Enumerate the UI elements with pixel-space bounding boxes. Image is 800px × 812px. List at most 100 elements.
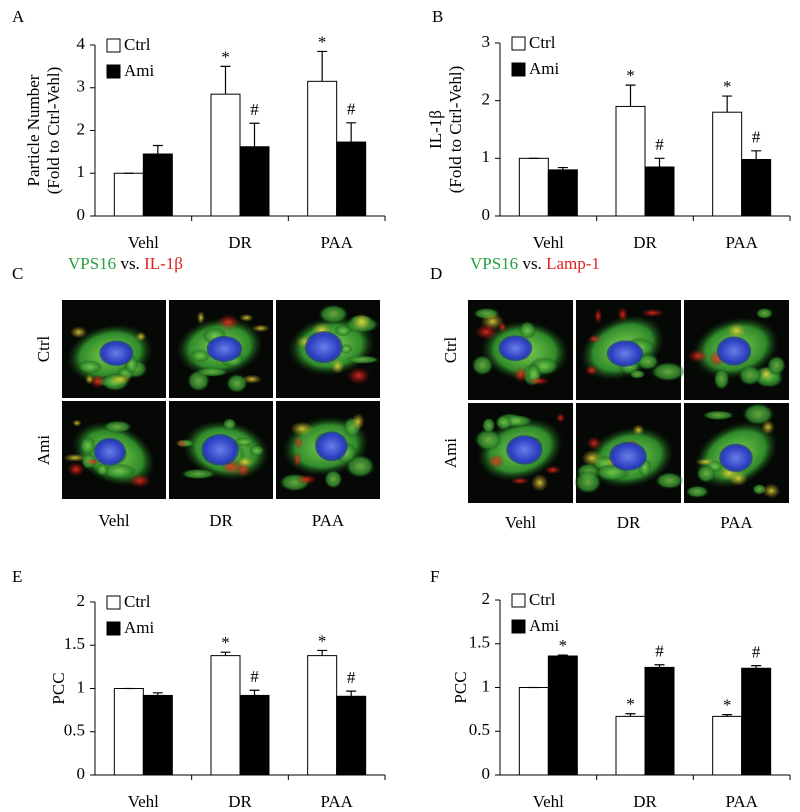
- puncta: [762, 483, 781, 499]
- puncta: [84, 374, 94, 385]
- significance-mark: *: [318, 631, 327, 650]
- y-tick-label: 2: [77, 591, 86, 610]
- cell-process: [324, 469, 343, 489]
- puncta: [290, 421, 314, 436]
- puncta: [632, 424, 645, 436]
- error-bar: [152, 144, 163, 155]
- error-bar: [220, 65, 231, 95]
- title-part: Lamp-1: [546, 254, 600, 273]
- x-tick-label: PAA: [320, 233, 353, 252]
- cell-process: [471, 354, 494, 376]
- cell-process: [755, 307, 774, 319]
- y-tick-label: 1: [482, 147, 491, 166]
- y-axis-label: PCC: [49, 672, 68, 704]
- puncta: [108, 374, 132, 385]
- legend-swatch: [511, 62, 526, 77]
- significance-mark: #: [347, 100, 356, 119]
- bar: [518, 157, 549, 217]
- error-bar: [317, 649, 328, 656]
- puncta: [251, 324, 270, 333]
- puncta: [581, 450, 603, 467]
- legend-swatch: [511, 593, 526, 608]
- nucleus: [93, 437, 126, 466]
- y-tick-label: 3: [482, 32, 491, 51]
- significance-mark: #: [752, 128, 761, 147]
- puncta: [474, 323, 498, 341]
- puncta: [72, 419, 82, 427]
- significance-mark: #: [347, 668, 356, 687]
- bar: [644, 666, 675, 776]
- nucleus: [206, 335, 243, 362]
- cell-process: [474, 428, 502, 451]
- error-bar: [346, 122, 357, 143]
- significance-mark: #: [655, 135, 664, 154]
- cell-process: [345, 355, 380, 364]
- nucleus: [609, 441, 647, 471]
- cell-process: [518, 321, 537, 340]
- bar: [210, 93, 241, 217]
- error-bar: [557, 166, 568, 170]
- y-tick-label: 3: [77, 77, 86, 96]
- puncta: [761, 419, 775, 435]
- cell-process: [482, 417, 496, 434]
- bar: [239, 146, 270, 217]
- row-label: Ami: [441, 438, 460, 469]
- puncta: [85, 458, 101, 466]
- significance-mark: #: [752, 643, 761, 662]
- panel-label: C: [12, 264, 23, 283]
- bar: [336, 695, 367, 776]
- puncta: [487, 453, 505, 469]
- cell-process: [713, 368, 730, 390]
- y-tick-label: 0: [482, 205, 491, 224]
- error-bar: [557, 654, 568, 656]
- bar: [142, 694, 173, 776]
- title-part: vs.: [522, 254, 541, 273]
- title-part: VPS16: [470, 254, 518, 273]
- puncta: [555, 412, 566, 423]
- cell-process: [767, 355, 786, 376]
- image-title: VPS16 vs. Lamp-1: [470, 254, 600, 273]
- x-tick-label: Vehl: [533, 792, 564, 811]
- significance-mark: *: [626, 695, 635, 714]
- error-bar: [722, 714, 733, 717]
- legend-label: Ami: [124, 618, 155, 637]
- y-tick-label: 2: [482, 589, 491, 608]
- column-label: PAA: [720, 513, 753, 532]
- cell-process: [180, 468, 217, 480]
- nucleus: [506, 435, 543, 465]
- error-bar: [249, 689, 260, 696]
- puncta: [294, 435, 303, 450]
- y-tick-label: 1: [77, 162, 86, 181]
- bar: [741, 667, 772, 776]
- puncta: [128, 473, 152, 488]
- error-bar: [625, 713, 636, 717]
- y-tick-label: 0: [77, 764, 86, 783]
- x-tick-label: DR: [633, 233, 657, 252]
- y-tick-label: 1: [77, 677, 86, 696]
- puncta: [331, 359, 345, 374]
- bar: [644, 166, 675, 217]
- x-tick-label: PAA: [725, 233, 758, 252]
- y-tick-label: 1.5: [469, 633, 490, 652]
- y-tick-label: 2: [77, 119, 86, 138]
- puncta: [510, 477, 530, 485]
- x-tick-label: PAA: [725, 792, 758, 811]
- puncta: [351, 413, 365, 431]
- x-tick-label: PAA: [320, 792, 353, 811]
- puncta: [726, 322, 747, 339]
- puncta: [617, 306, 629, 323]
- nucleus: [201, 433, 239, 466]
- legend-swatch: [511, 619, 526, 634]
- error-bar: [722, 95, 733, 113]
- puncta: [217, 313, 240, 331]
- puncta: [640, 308, 665, 318]
- puncta: [241, 374, 262, 384]
- cell-process: [195, 367, 229, 377]
- bar: [113, 172, 144, 217]
- bar: [547, 169, 578, 217]
- column-label: Vehl: [505, 513, 536, 532]
- cell-process: [702, 410, 735, 421]
- bar: [307, 655, 338, 776]
- bar: [547, 655, 578, 776]
